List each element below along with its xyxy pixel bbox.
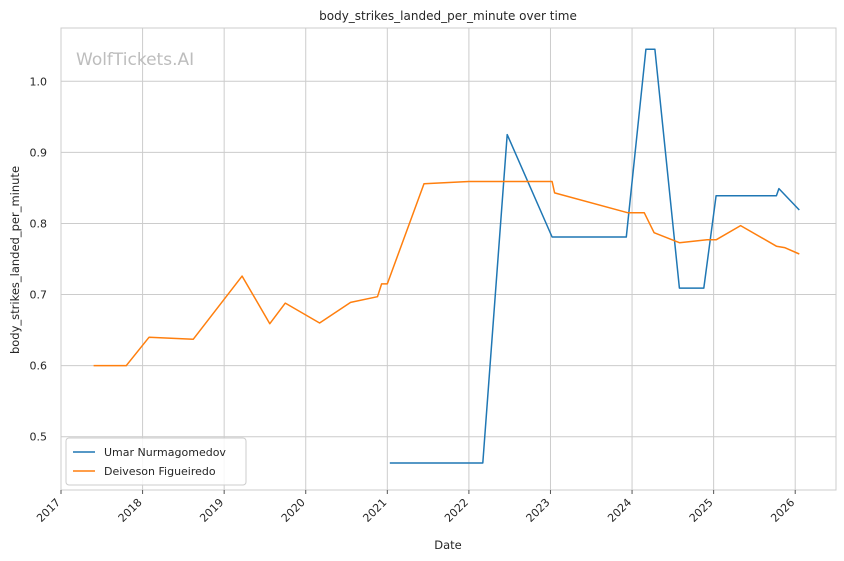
y-axis-label: body_strikes_landed_per_minute	[8, 166, 22, 354]
y-tick-label: 0.6	[30, 360, 48, 373]
series-line-umar-nurmagomedov	[389, 48, 800, 464]
legend: Umar Nurmagomedov Deiveson Figueiredo	[65, 437, 247, 486]
chart-title: body_strikes_landed_per_minute over time	[319, 9, 577, 23]
series-line-deiveson-figueiredo	[93, 180, 800, 367]
legend-label: Deiveson Figueiredo	[104, 465, 216, 478]
y-tick-label: 0.7	[30, 289, 48, 302]
y-tick-label: 0.8	[30, 217, 48, 230]
x-axis-label: Date	[434, 538, 462, 552]
y-tick-label: 1.0	[30, 75, 48, 88]
series-lines	[93, 48, 800, 464]
grid	[60, 28, 836, 490]
y-tick-label: 0.5	[30, 431, 48, 444]
legend-label: Umar Nurmagomedov	[104, 446, 226, 459]
watermark: WolfTickets.AI	[76, 50, 194, 70]
y-tick-label: 0.9	[30, 146, 48, 159]
plot-frame	[60, 27, 837, 491]
legend-box	[65, 437, 247, 486]
